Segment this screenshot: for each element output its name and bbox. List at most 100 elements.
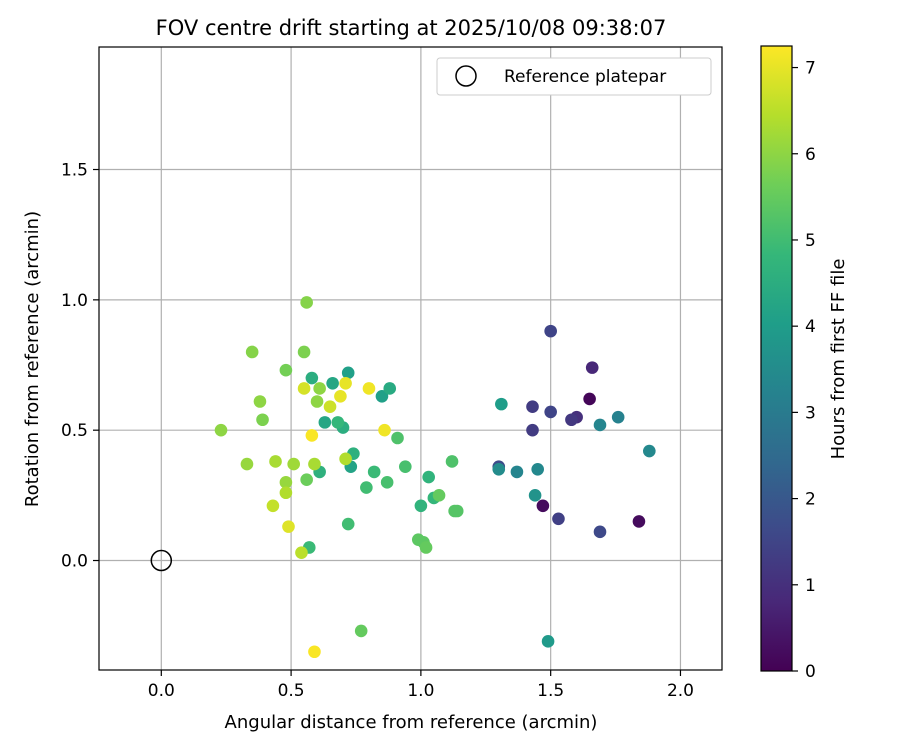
x-tick-label: 2.0 <box>667 681 694 701</box>
data-point <box>531 462 544 476</box>
y-tick-label: 0.0 <box>61 552 88 572</box>
colorbar-tick-label: 5 <box>805 231 816 251</box>
data-point <box>422 470 435 484</box>
data-point <box>593 525 607 539</box>
data-point <box>565 413 578 427</box>
reference-platepar-marker <box>150 549 173 572</box>
data-point <box>528 489 542 502</box>
legend-marker-icon <box>455 65 477 87</box>
data-point <box>380 476 394 489</box>
data-point <box>450 504 464 518</box>
data-point <box>305 429 319 442</box>
data-point <box>367 465 381 479</box>
data-point <box>391 431 404 445</box>
data-point <box>526 400 539 414</box>
x-tick-label: 0.5 <box>278 681 305 701</box>
colorbar-tick-label: 1 <box>805 576 816 596</box>
y-tick-label: 1.5 <box>61 161 88 181</box>
data-point <box>399 460 412 473</box>
y-tick-label: 1.0 <box>61 291 88 311</box>
colorbar-gradient <box>760 45 793 672</box>
y-tick-label: 0.5 <box>61 421 88 441</box>
data-point <box>492 462 506 476</box>
x-axis-ticks: 0.0 0.5 1.0 1.5 2.0 <box>148 670 694 701</box>
data-point <box>245 345 259 359</box>
data-point <box>313 382 326 395</box>
data-point <box>300 473 313 487</box>
colorbar-tick-label: 7 <box>805 59 816 79</box>
data-point <box>297 382 311 395</box>
legend-label: Reference platepar <box>504 67 666 87</box>
data-point <box>318 416 332 429</box>
chart-title: FOV centre drift starting at 2025/10/08 … <box>156 16 667 40</box>
x-tick-label: 1.0 <box>407 681 434 701</box>
data-point <box>341 366 355 380</box>
data-point <box>326 376 339 390</box>
data-point <box>339 376 352 390</box>
data-point <box>593 418 607 432</box>
legend: Reference platepar <box>436 57 712 96</box>
data-point <box>536 499 550 513</box>
data-point <box>279 486 293 500</box>
data-point <box>419 541 433 554</box>
data-point <box>583 392 596 406</box>
data-point <box>266 499 280 513</box>
data-point <box>362 382 376 395</box>
x-tick-label: 1.5 <box>537 681 564 701</box>
data-point <box>495 397 508 411</box>
data-point <box>544 324 557 338</box>
data-point <box>632 515 646 528</box>
data-point <box>331 416 345 429</box>
colorbar-tick-label: 6 <box>805 145 816 165</box>
data-point <box>643 444 656 458</box>
reference-marker-layer <box>150 549 173 572</box>
data-point <box>611 410 625 424</box>
data-point <box>552 512 565 526</box>
data-point <box>526 423 539 437</box>
data-point <box>305 371 319 385</box>
data-point <box>279 363 293 377</box>
grid-lines <box>99 47 722 670</box>
data-point <box>585 361 599 374</box>
x-axis-label: Angular distance from reference (arcmin) <box>225 712 598 733</box>
data-point <box>341 517 355 531</box>
data-point <box>297 345 311 359</box>
data-point <box>378 423 391 437</box>
data-point <box>310 395 324 408</box>
colorbar-label: Hours from first FF file <box>828 259 849 460</box>
data-point <box>414 499 428 513</box>
data-point <box>334 389 347 403</box>
data-point <box>214 423 228 437</box>
data-point <box>240 457 254 471</box>
data-point <box>339 452 352 466</box>
data-point <box>375 389 389 403</box>
data-point <box>432 489 446 502</box>
colorbar-tick-label: 0 <box>805 662 816 682</box>
data-point <box>279 476 293 489</box>
data-point <box>295 546 308 559</box>
legend-box <box>436 57 712 96</box>
colorbar-tick-label: 4 <box>805 317 816 337</box>
data-point <box>287 457 300 471</box>
data-point <box>282 520 295 533</box>
data-point <box>510 465 524 479</box>
colorbar-ticks: 0 1 2 3 4 5 6 7 <box>792 59 816 682</box>
data-point <box>256 413 269 427</box>
data-point <box>541 635 555 648</box>
data-point <box>253 395 267 408</box>
y-axis-label: Rotation from reference (arcmin) <box>22 211 43 507</box>
colorbar-tick-label: 2 <box>805 490 816 510</box>
data-point <box>300 296 313 309</box>
y-axis-ticks: 0.0 0.5 1.0 1.5 <box>61 161 99 572</box>
x-tick-label: 0.0 <box>148 681 175 701</box>
data-point <box>383 382 397 395</box>
data-point <box>308 457 321 471</box>
data-point <box>323 400 337 414</box>
data-point <box>544 405 557 419</box>
data-point <box>308 645 321 659</box>
data-point <box>445 455 459 468</box>
plot-frame <box>98 46 723 671</box>
data-point <box>354 624 368 638</box>
data-point <box>269 455 282 468</box>
